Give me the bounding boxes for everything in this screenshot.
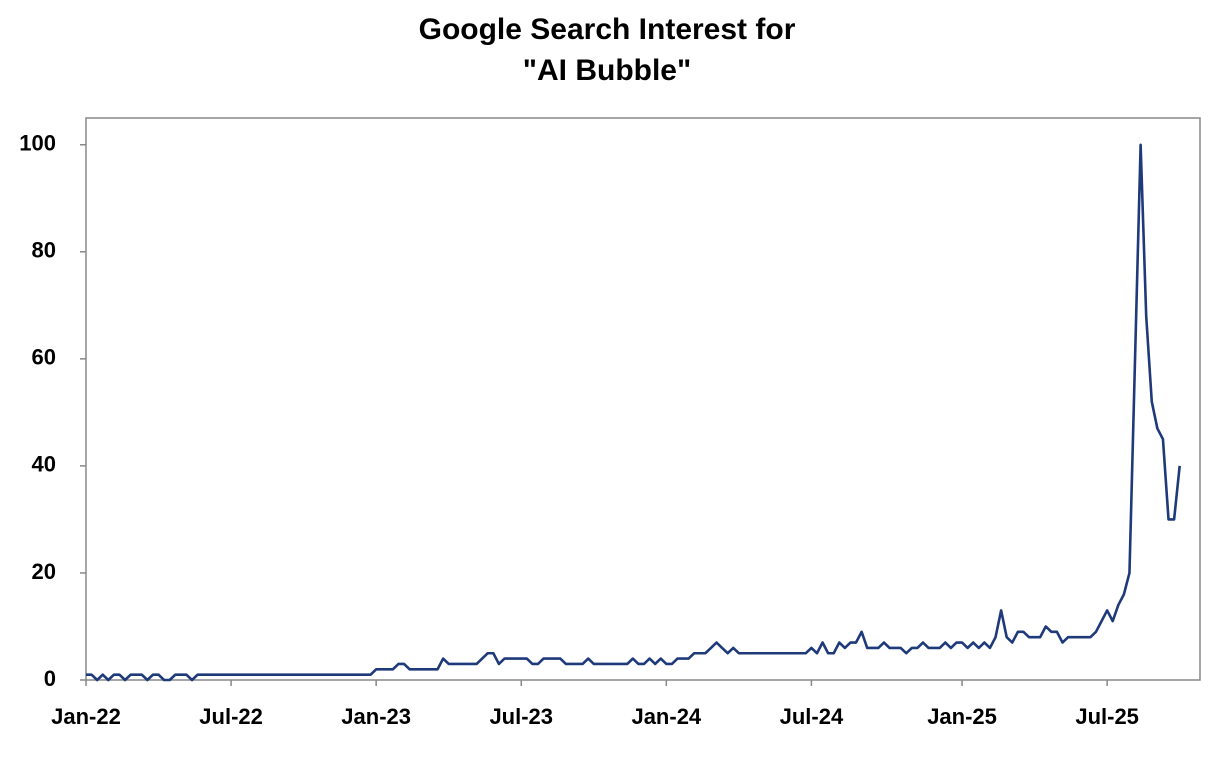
chart-title: Google Search Interest for [419,13,796,46]
y-tick-label: 60 [32,345,56,370]
y-tick-label: 40 [32,452,56,477]
x-tick-label: Jul-24 [780,704,844,729]
x-tick-label: Jul-22 [199,704,263,729]
x-tick-label: Jul-25 [1075,704,1139,729]
x-tick-label: Jan-24 [631,704,701,729]
x-tick-label: Jul-23 [489,704,553,729]
x-tick-label: Jan-22 [51,704,121,729]
chart-title: "AI Bubble" [523,54,691,87]
y-tick-label: 100 [19,131,56,156]
plot-area [85,117,1201,681]
y-tick-label: 20 [32,559,56,584]
y-tick-label: 80 [32,238,56,263]
data-line [86,143,1181,682]
x-tick-label: Jan-25 [927,704,997,729]
x-tick-label: Jan-23 [341,704,411,729]
y-tick-label: 0 [44,666,56,691]
